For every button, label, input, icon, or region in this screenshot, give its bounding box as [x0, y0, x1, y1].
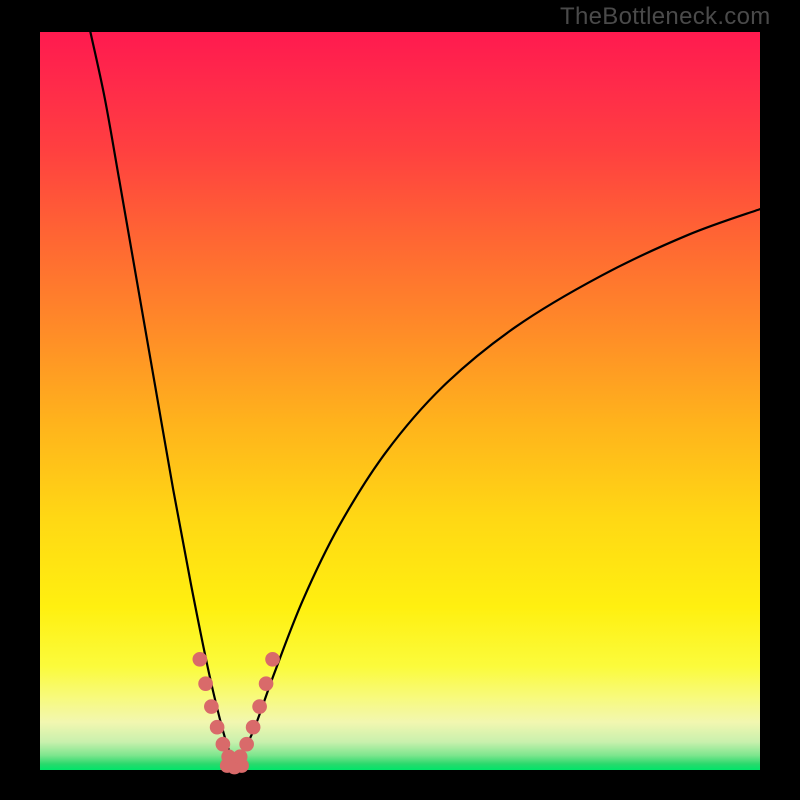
bead-right	[259, 677, 273, 691]
bead-right	[240, 737, 254, 751]
watermark-text: TheBottleneck.com	[560, 3, 771, 31]
bead-right	[246, 720, 260, 734]
chart-frame: TheBottleneck.com	[0, 0, 800, 800]
bead-left	[216, 737, 230, 751]
plot-area	[40, 32, 760, 770]
curve-right-branch	[234, 209, 760, 766]
bead-right	[253, 700, 267, 714]
curve-left-branch	[90, 32, 234, 766]
curve-layer	[40, 32, 760, 770]
bead-left	[205, 700, 219, 714]
bead-highlight	[193, 652, 279, 773]
bead-right	[233, 750, 247, 764]
bead-left	[193, 652, 207, 666]
bead-right	[266, 652, 280, 666]
bead-left	[210, 720, 224, 734]
bead-left	[199, 677, 213, 691]
bottleneck-curve	[90, 32, 760, 766]
